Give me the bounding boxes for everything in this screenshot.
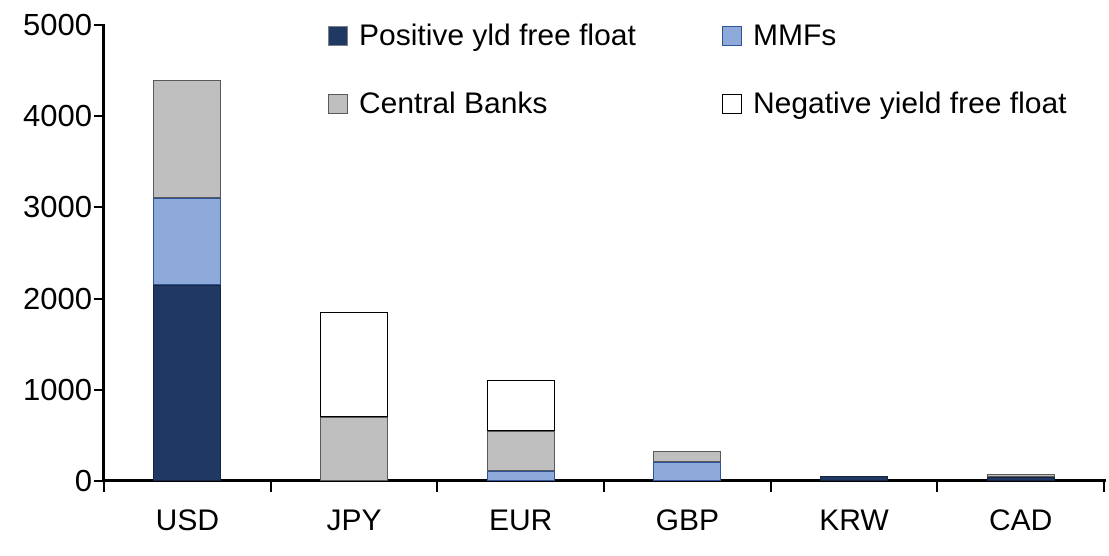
x-axis-tick — [436, 481, 439, 492]
bar-segment-usd-0 — [153, 284, 222, 481]
category-label-gbp: GBP — [655, 504, 719, 537]
legend-swatch-icon — [328, 26, 348, 46]
bar-segment-eur-2 — [486, 430, 555, 471]
legend-label: Negative yield free float — [753, 87, 1067, 120]
y-axis-tick-label: 1000 — [23, 371, 92, 407]
bar-segment-gbp-2 — [653, 450, 722, 462]
y-axis-tick-label: 3000 — [23, 189, 92, 225]
legend-item-3: Negative yield free float — [722, 86, 1067, 122]
y-axis-tick — [94, 115, 105, 118]
bar-segment-jpy-3 — [320, 312, 388, 418]
y-axis-tick — [94, 24, 105, 26]
bar-segment-eur-3 — [486, 379, 555, 431]
bar-segment-cad-0 — [986, 477, 1055, 481]
bar-segment-jpy-2 — [320, 417, 388, 481]
bar-segment-cad-2 — [986, 474, 1055, 478]
category-label-krw: KRW — [819, 504, 889, 537]
legend-label: Positive yld free float — [359, 19, 636, 52]
y-axis-tick — [94, 388, 105, 391]
bar-segment-usd-2 — [153, 79, 222, 199]
category-label-eur: EUR — [488, 504, 553, 537]
y-axis-tick — [94, 206, 105, 209]
legend-label: MMFs — [753, 19, 837, 52]
legend-item-2: Central Banks — [328, 86, 547, 122]
x-axis-tick — [936, 481, 939, 492]
x-axis-tick — [269, 481, 272, 492]
y-axis-tick-label: 2000 — [23, 280, 92, 316]
y-axis-tick — [94, 480, 105, 482]
x-axis-tick — [103, 481, 105, 492]
bar-segment-gbp-1 — [653, 461, 722, 481]
y-axis-tick-label: 0 — [74, 463, 92, 498]
legend-item-0: Positive yld free float — [328, 18, 636, 54]
legend-swatch-icon — [722, 94, 742, 114]
bar-segment-krw-0 — [820, 476, 888, 481]
bar-segment-eur-1 — [486, 470, 555, 481]
y-axis-tick-label: 4000 — [23, 98, 92, 134]
x-axis-tick — [1103, 481, 1105, 492]
y-axis-tick — [94, 297, 105, 300]
category-label-jpy: JPY — [326, 504, 382, 537]
bar-segment-usd-1 — [153, 198, 222, 285]
x-axis-tick — [769, 481, 772, 492]
legend-item-1: MMFs — [722, 18, 836, 54]
x-axis-line — [102, 479, 1106, 482]
legend-label: Central Banks — [359, 87, 548, 120]
y-axis-tick-label: 5000 — [23, 7, 92, 42]
legend-swatch-icon — [722, 26, 742, 46]
legend-swatch-icon — [328, 94, 348, 114]
category-label-cad: CAD — [988, 504, 1053, 537]
category-label-usd: USD — [155, 504, 219, 537]
x-axis-tick — [603, 481, 605, 492]
y-axis-line — [102, 24, 105, 482]
